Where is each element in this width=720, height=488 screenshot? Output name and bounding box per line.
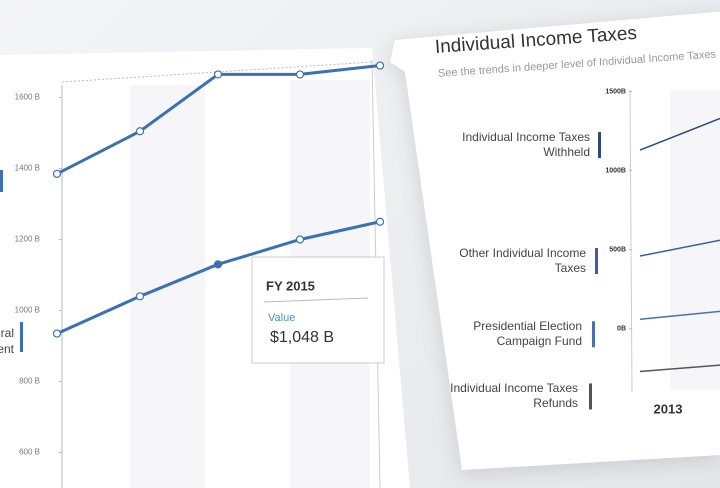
y-tick-label: 1400 B <box>15 164 40 173</box>
y-tick-label: 1000 B <box>15 306 40 315</box>
cut-label: ral <box>1 326 14 340</box>
y-tick-label: 1200 B <box>15 235 40 244</box>
legend-label: Presidential Election Campaign Fund <box>473 319 582 349</box>
legend-bar <box>20 322 23 352</box>
y-axis <box>629 89 633 393</box>
band <box>670 90 720 390</box>
point <box>213 260 223 269</box>
y-tick-label: 1000B <box>605 168 626 175</box>
y-tick-label: 0B <box>617 326 626 333</box>
point <box>52 329 62 338</box>
legend-swatch <box>592 321 595 348</box>
series-line <box>639 364 720 373</box>
legend-swatch <box>598 132 601 159</box>
point <box>375 217 385 226</box>
y-tick-label: 1500B <box>605 88 626 95</box>
legend-bar <box>0 170 3 192</box>
tooltip: FY 2015 Value $1,048 B <box>251 256 385 364</box>
tooltip-title: FY 2015 <box>266 278 315 293</box>
point <box>213 70 223 79</box>
right-panel <box>390 12 720 470</box>
legend-label: Other Individual Income Taxes <box>459 246 586 276</box>
point <box>52 169 62 178</box>
legend-label: Individual Income Taxes Withheld <box>462 130 590 160</box>
point <box>135 127 145 136</box>
legend-label: Individual Income Taxes Refunds <box>450 381 578 411</box>
y-tick-label: 1600 B <box>15 93 40 102</box>
point <box>135 292 145 301</box>
legend-swatch <box>589 383 592 410</box>
series-line <box>639 310 720 321</box>
point <box>295 70 305 79</box>
series-line <box>639 239 720 257</box>
tooltip-rule <box>263 297 369 303</box>
tooltip-label: Value <box>268 312 295 324</box>
tooltip-value: $1,048 B <box>270 329 334 346</box>
y-tick-label: 600 B <box>19 448 40 457</box>
x-tick-label: 2013 <box>654 401 683 416</box>
tooltip-box <box>251 256 385 364</box>
series-line <box>639 117 720 151</box>
point <box>295 235 305 244</box>
legend-swatch <box>595 248 598 275</box>
point <box>375 61 385 70</box>
cut-label: ent <box>0 342 15 356</box>
y-tick-label: 500B <box>609 247 626 254</box>
y-tick-label: 800 B <box>19 377 40 386</box>
